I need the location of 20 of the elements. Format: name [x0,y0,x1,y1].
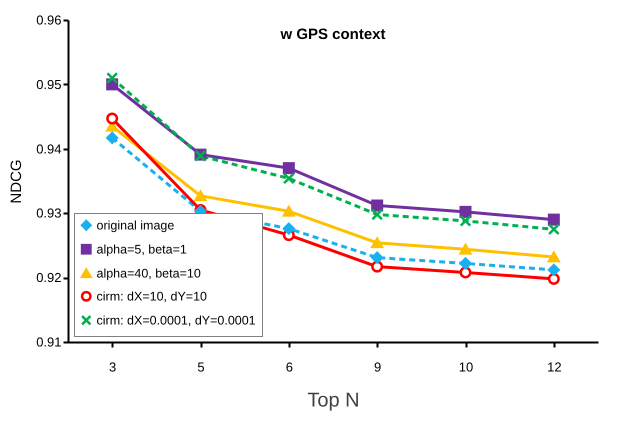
y-tick-label: 0.92 [36,270,62,286]
chart-title: w GPS context [279,26,386,43]
x-tick-label: 9 [374,360,382,374]
y-tick-label: 0.95 [36,76,62,92]
legend-label: cirm: dX=10, dY=10 [96,289,208,304]
legend-label: original image [96,218,174,232]
legend-label: alpha=5, beta=1 [96,242,187,256]
x-tick-label: 6 [286,360,293,374]
y-tick-label: 0.91 [36,334,62,350]
x-tick-label: 3 [109,360,116,374]
legend-label: cirm: dX=0.0001, dY=0.0001 [96,313,256,328]
y-axis-title: NDCG [8,159,26,204]
legend-label: alpha=40, beta=10 [96,266,201,280]
y-tick-label: 0.93 [36,206,62,221]
x-axis-title: Top N [307,390,360,412]
y-tick-label: 0.94 [36,141,62,156]
x-tick-label: 10 [458,360,474,374]
x-tick-label: 12 [547,360,562,374]
x-tick-label: 5 [197,360,205,374]
y-tick-label: 0.96 [36,12,62,28]
